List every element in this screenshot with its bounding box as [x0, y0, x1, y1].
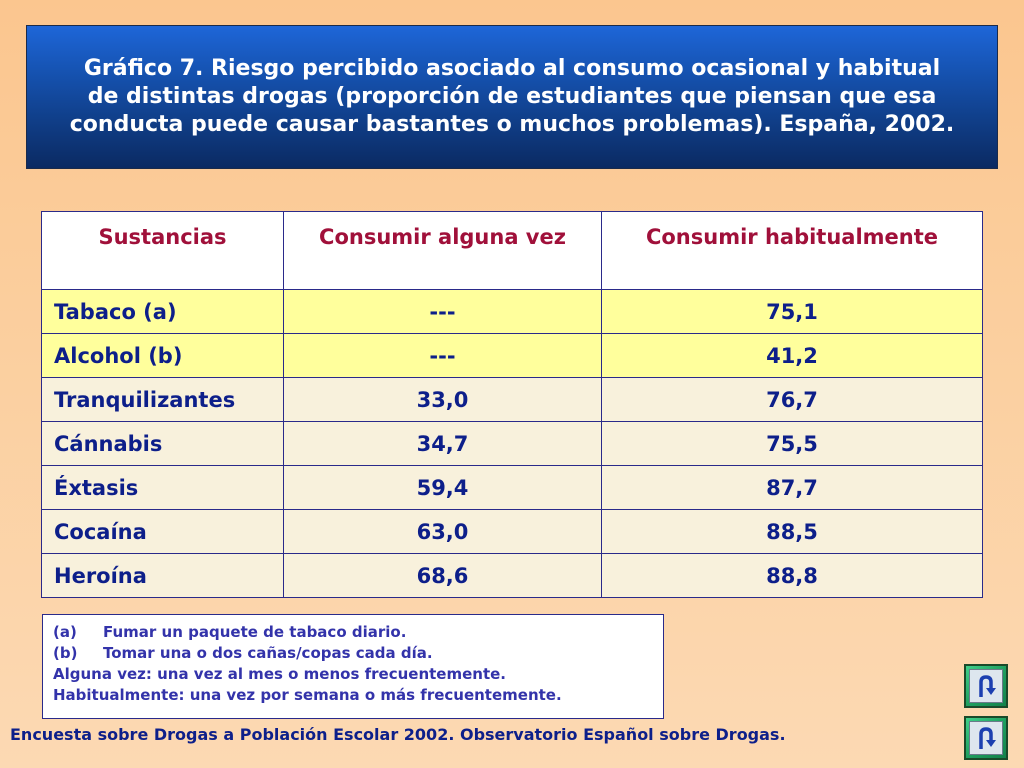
substance-name: Tranquilizantes [41, 377, 284, 422]
value-alguna-vez: 63,0 [283, 509, 602, 554]
header-sustancias: Sustancias [41, 211, 284, 290]
value-alguna-vez: 33,0 [283, 377, 602, 422]
value-alguna-vez: 68,6 [283, 553, 602, 598]
notes-box: (a) Fumar un paquete de tabaco diario. (… [42, 614, 664, 719]
table-row: Tabaco (a) --- 75,1 [41, 289, 983, 334]
return-arrow-icon [969, 721, 1003, 755]
table-row: Heroína 68,6 88,8 [41, 553, 983, 598]
value-habitualmente: 76,7 [601, 377, 983, 422]
chart-title-banner: Gráfico 7. Riesgo percibido asociado al … [26, 25, 998, 169]
table-row: Cocaína 63,0 88,5 [41, 509, 983, 554]
page-title: Gráfico 7. Riesgo percibido asociado al … [69, 56, 955, 137]
footnote-mark: (b) [53, 644, 78, 662]
substance-name: Cocaína [41, 509, 284, 554]
table-row: Éxtasis 59,4 87,7 [41, 465, 983, 510]
substance-name: Heroína [41, 553, 284, 598]
footnote-mark: (a) [53, 623, 77, 641]
risk-table: Sustancias Consumir alguna vez Consumir … [41, 211, 983, 598]
source-citation: Encuesta sobre Drogas a Población Escola… [10, 725, 786, 744]
return-button-bottom[interactable] [964, 716, 1008, 760]
value-habitualmente: 88,8 [601, 553, 983, 598]
header-consumir-alguna-vez: Consumir alguna vez [283, 211, 602, 290]
value-alguna-vez: 34,7 [283, 421, 602, 466]
footnote: (b) Tomar una o dos cañas/copas cada día… [53, 643, 653, 664]
table-header-row: Sustancias Consumir alguna vez Consumir … [41, 211, 983, 290]
substance-name: Tabaco (a) [41, 289, 284, 334]
value-alguna-vez: 59,4 [283, 465, 602, 510]
substance-name: Alcohol (b) [41, 333, 284, 378]
footnote-text: Fumar un paquete de tabaco diario. [103, 623, 407, 641]
substance-name: Cánnabis [41, 421, 284, 466]
substance-name: Éxtasis [41, 465, 284, 510]
table-row: Tranquilizantes 33,0 76,7 [41, 377, 983, 422]
table-row: Cánnabis 34,7 75,5 [41, 421, 983, 466]
value-alguna-vez: --- [283, 289, 602, 334]
definition-alguna-vez: Alguna vez: una vez al mes o menos frecu… [53, 665, 506, 683]
value-alguna-vez: --- [283, 333, 602, 378]
table-row: Alcohol (b) --- 41,2 [41, 333, 983, 378]
return-arrow-icon [969, 669, 1003, 703]
value-habitualmente: 88,5 [601, 509, 983, 554]
footnote: (a) Fumar un paquete de tabaco diario. [53, 622, 653, 643]
header-consumir-habitualmente: Consumir habitualmente [601, 211, 983, 290]
value-habitualmente: 75,5 [601, 421, 983, 466]
value-habitualmente: 87,7 [601, 465, 983, 510]
footnote-text: Tomar una o dos cañas/copas cada día. [103, 644, 433, 662]
value-habitualmente: 41,2 [601, 333, 983, 378]
value-habitualmente: 75,1 [601, 289, 983, 334]
return-button-top[interactable] [964, 664, 1008, 708]
definition-habitualmente: Habitualmente: una vez por semana o más … [53, 686, 562, 704]
